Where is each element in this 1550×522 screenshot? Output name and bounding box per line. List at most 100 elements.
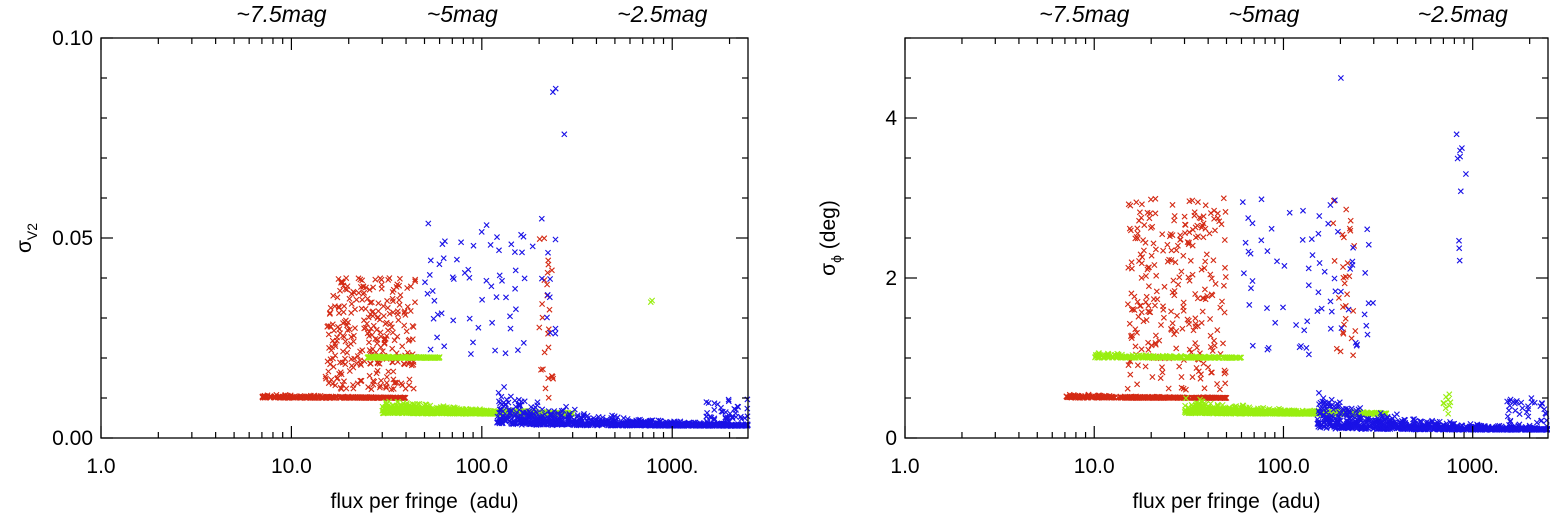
data-point-blue: [1264, 346, 1271, 353]
data-point-blue: [1249, 342, 1256, 349]
data-point-red: [335, 276, 342, 282]
data-point-blue: [1305, 282, 1312, 289]
data-point-red: [1159, 364, 1165, 371]
data-point-red: [336, 310, 342, 317]
data-point-blue: [538, 215, 545, 222]
data-point-red: [1335, 294, 1342, 301]
data-point-red: [1187, 257, 1194, 264]
data-point-red: [1197, 375, 1204, 382]
top-annotation-5mag: ~5mag: [427, 1, 498, 27]
data-point-red: [1140, 247, 1147, 254]
data-point-red: [327, 323, 334, 330]
y-axis-label-left: σV2: [13, 223, 40, 253]
data-point-blue: [441, 343, 448, 350]
data-point-red: [1180, 307, 1187, 314]
data-point-red: [368, 325, 374, 332]
x-axis-label-left: flux per fringe (adu): [331, 490, 519, 513]
data-point-red: [386, 310, 393, 317]
right-panel-sigma-phi: ~7.5mag ~5mag ~2.5mag 1.0 10.0 100.0 100…: [817, 1, 1550, 513]
data-point-red: [367, 360, 374, 367]
data-point-red: [545, 326, 552, 333]
data-point-red: [404, 285, 411, 291]
data-point-red: [1176, 274, 1183, 281]
data-point-red: [1148, 252, 1155, 259]
data-point-red: [1169, 201, 1176, 208]
data-point-green: [424, 403, 431, 410]
data-point-red: [395, 317, 402, 324]
data-point-red: [544, 281, 551, 288]
data-point-red: [366, 339, 372, 346]
data-point-blue: [503, 294, 509, 301]
data-point-red: [398, 380, 405, 387]
data-point-red: [390, 309, 397, 316]
top-annotation-2.5mag: ~2.5mag: [1418, 1, 1508, 27]
data-point-red: [376, 384, 383, 391]
data-point-red: [1219, 298, 1225, 305]
data-point-blue: [1293, 322, 1300, 328]
data-point-blue: [1249, 278, 1256, 284]
data-point-blue: [511, 397, 518, 404]
data-point-blue: [519, 249, 525, 256]
data-point-green: [380, 409, 387, 416]
data-point-green: [427, 354, 434, 361]
data-point-red: [360, 291, 367, 297]
data-point-red: [384, 297, 391, 304]
data-point-red: [1205, 364, 1212, 371]
data-point-red: [539, 301, 546, 307]
data-point-red: [1350, 307, 1357, 314]
data-point-blue: [1258, 237, 1265, 244]
data-point-red: [1125, 264, 1132, 271]
data-point-red: [536, 324, 543, 331]
data-point-red: [385, 327, 391, 334]
data-point-blue: [529, 243, 536, 250]
top-annotation-7.5mag: ~7.5mag: [236, 1, 326, 27]
data-point-blue: [425, 220, 432, 227]
data-point-red: [1176, 363, 1183, 370]
data-point-red: [332, 343, 339, 350]
data-point-red: [404, 303, 411, 310]
data-point-red: [378, 281, 385, 288]
data-point-red: [1128, 265, 1135, 272]
data-point-blue: [1363, 322, 1370, 329]
data-point-blue: [507, 313, 513, 320]
data-point-blue: [424, 290, 431, 297]
left-panel-sigma-v2: ~7.5mag ~5mag ~2.5mag 1.0 10.0 100.0 100…: [13, 1, 751, 513]
data-point-red: [370, 284, 377, 291]
data-point-red: [1192, 315, 1199, 322]
data-point-red: [1174, 312, 1180, 319]
data-point-red: [367, 311, 374, 318]
data-point-blue: [521, 275, 528, 282]
data-point-blue: [544, 314, 550, 321]
data-point-red: [355, 289, 362, 296]
data-point-red: [1189, 374, 1196, 381]
data-point-blue: [1327, 202, 1334, 208]
data-point-red: [1191, 209, 1198, 216]
data-point-blue: [496, 272, 503, 279]
data-point-red: [340, 348, 346, 355]
data-point-blue: [1268, 225, 1275, 232]
data-point-red: [376, 360, 383, 367]
data-point-blue: [552, 236, 559, 243]
data-point-red: [396, 282, 403, 289]
data-point-blue: [1364, 226, 1371, 233]
data-point-blue: [1315, 230, 1322, 237]
data-point-red: [1161, 283, 1168, 290]
data-point-red: [1160, 303, 1166, 310]
data-point-blue: [1316, 260, 1323, 266]
data-point-red: [323, 375, 329, 382]
data-point-blue: [434, 334, 441, 341]
data-point-red: [405, 337, 412, 344]
data-point-red: [1150, 240, 1157, 247]
data-point-blue: [1264, 248, 1271, 255]
data-point-blue: [1305, 351, 1312, 358]
data-point-red: [1207, 332, 1214, 339]
data-point-blue: [511, 249, 518, 256]
data-point-blue: [1245, 215, 1252, 222]
data-point-red: [1133, 199, 1140, 206]
data-point-red: [337, 330, 344, 337]
data-point-green: [431, 408, 437, 414]
data-point-red: [397, 292, 404, 299]
data-point-red: [365, 314, 372, 321]
data-point-red: [1193, 344, 1200, 351]
data-point-red: [396, 301, 403, 308]
